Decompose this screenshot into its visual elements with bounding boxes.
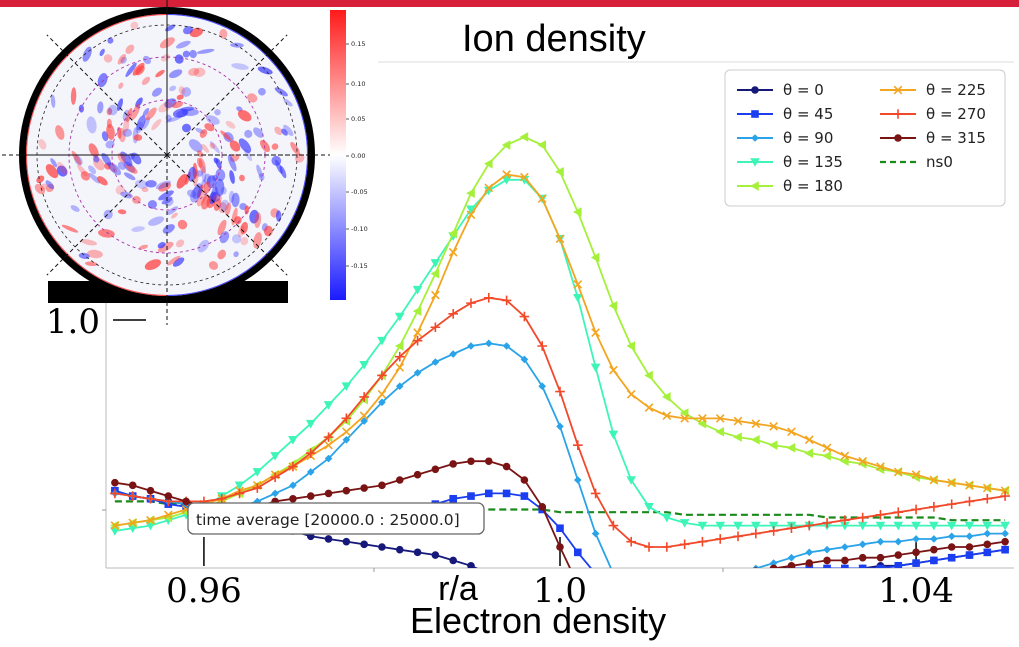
colorbar-tick-label: -0.15 <box>351 262 368 270</box>
colorbar <box>330 10 346 300</box>
electron-density-title: Electron density <box>410 600 666 642</box>
colorbar-tick-label: 0.00 <box>351 152 365 160</box>
colorbar-tick-label: 0.05 <box>351 115 365 123</box>
colorbar-tick-label: 0.10 <box>351 80 365 88</box>
colorbar-tick-label: -0.05 <box>351 188 368 196</box>
colorbar-tick-label: 0.15 <box>351 40 365 48</box>
ion-density-title: Ion density <box>462 18 646 61</box>
colorbar-tick-label: -0.10 <box>351 225 368 233</box>
